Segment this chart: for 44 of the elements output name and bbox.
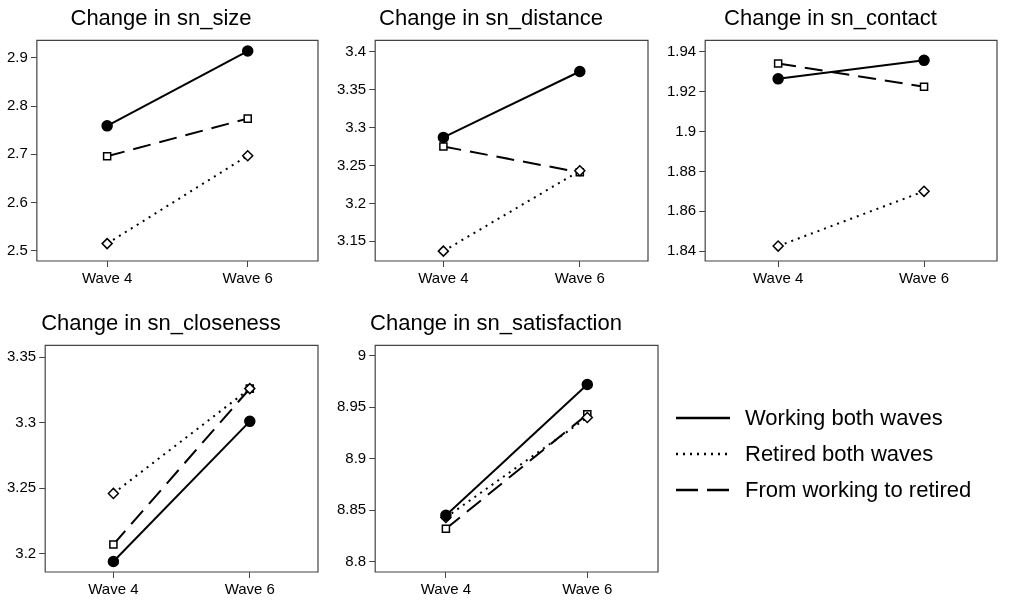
y-tick-label: 8.85 (336, 500, 367, 518)
y-tick-label: 3.4 (345, 41, 367, 59)
x-tick-label: Wave 6 (222, 269, 273, 287)
y-tick-label: 2.9 (6, 47, 28, 65)
y-tick-label: 1.84 (666, 241, 697, 259)
y-tick-label: 8.8 (345, 551, 367, 569)
y-tick-label: 2.7 (6, 144, 28, 162)
y-tick-label: 3.3 (15, 412, 37, 430)
x-tick-label: Wave 6 (554, 269, 605, 287)
chart-title: Change in sn_contact (724, 5, 937, 31)
y-tick-label: 1.92 (666, 81, 697, 99)
chart-title: Change in sn_closeness (41, 310, 281, 336)
y-tick-label: 8.95 (336, 397, 367, 415)
chart-title: Change in sn_distance (379, 5, 603, 31)
y-tick-label: 3.2 (345, 193, 367, 211)
x-tick-label: Wave 4 (81, 269, 133, 287)
legend-label: Working both waves (745, 405, 943, 431)
y-tick-label: 8.9 (345, 448, 367, 466)
y-tick-label: 2.8 (6, 96, 28, 114)
x-tick-label: Wave 4 (420, 580, 472, 598)
x-tick-label: Wave 4 (418, 269, 469, 287)
chart-title: Change in sn_size (70, 5, 252, 31)
legend-label: Retired both waves (745, 441, 934, 467)
y-tick-label: 3.25 (336, 155, 367, 173)
y-tick-label: 2.5 (6, 241, 28, 258)
y-tick-label: 2.6 (6, 192, 28, 210)
y-tick-label: 1.86 (666, 201, 697, 219)
y-tick-label: 3.35 (336, 79, 367, 97)
y-tick-label: 1.9 (675, 121, 697, 139)
y-tick-label: 9 (357, 345, 367, 363)
x-tick-label: Wave 6 (562, 580, 613, 598)
y-tick-label: 1.94 (666, 42, 697, 60)
x-tick-label: Wave 4 (753, 269, 804, 287)
y-tick-label: 3.3 (345, 117, 367, 135)
y-tick-label: 3.2 (15, 543, 37, 561)
legend-label: From working to retired (745, 477, 972, 503)
x-tick-label: Wave 6 (224, 580, 275, 598)
x-tick-label: Wave 6 (898, 269, 950, 287)
y-tick-label: 3.15 (336, 231, 367, 249)
y-tick-label: 3.25 (6, 478, 37, 496)
y-tick-label: 3.35 (6, 347, 37, 365)
y-tick-label: 1.88 (666, 161, 697, 179)
chart-title: Change in sn_satisfaction (370, 310, 622, 336)
x-tick-label: Wave 4 (88, 580, 139, 598)
